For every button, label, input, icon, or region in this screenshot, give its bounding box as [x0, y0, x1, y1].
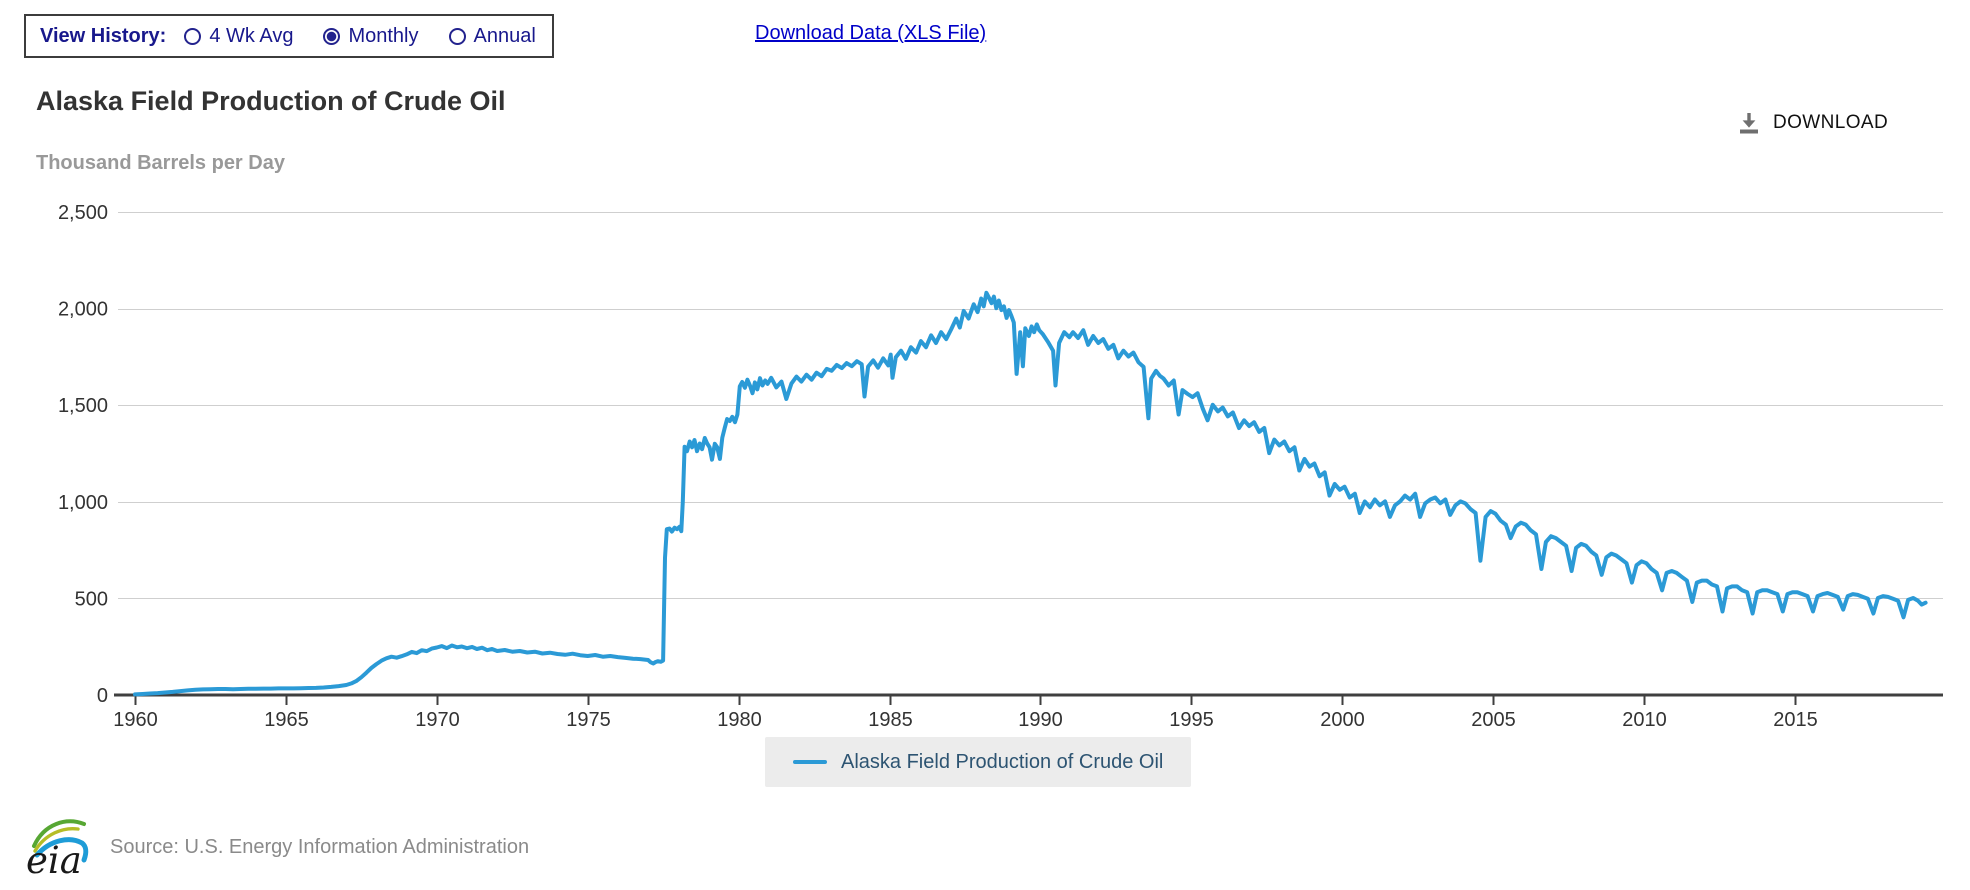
x-axis-label-1970: 1970 [415, 709, 460, 731]
x-axis-label-2000: 2000 [1320, 709, 1365, 731]
source-attribution: Source: U.S. Energy Information Administ… [110, 835, 530, 858]
x-axis-label-1960: 1960 [113, 709, 158, 731]
x-axis-label-1975: 1975 [566, 709, 611, 731]
x-axis-label-2010: 2010 [1622, 709, 1667, 731]
radio-annual[interactable] [448, 27, 466, 45]
radio-monthly[interactable] [323, 27, 341, 45]
eia-logo: eia [26, 819, 89, 878]
x-axis-label-2005: 2005 [1471, 709, 1516, 731]
y-axis-label-0: 0 [97, 685, 108, 707]
page-title: Alaska Field Production of Crude Oil [36, 86, 506, 116]
radio-4wk-avg-label: 4 Wk Avg [209, 24, 294, 47]
radio-annual-label: Annual [473, 24, 536, 47]
radio-option-4wk-avg[interactable]: 4 Wk Avg [184, 25, 293, 48]
radio-option-annual[interactable]: Annual [448, 24, 536, 48]
y-axis-label-1500: 1,500 [58, 395, 108, 417]
x-axis-label-1985: 1985 [868, 709, 913, 731]
download-data-xls-link[interactable]: Download Data (XLS File) [755, 22, 987, 44]
chart-legend[interactable]: Alaska Field Production of Crude Oil [765, 737, 1192, 787]
y-axis-label-2000: 2,000 [58, 299, 108, 321]
radio-monthly-label: Monthly [348, 24, 419, 47]
x-axis-label-1995: 1995 [1169, 709, 1214, 731]
eia-logo-text: eia [26, 839, 82, 878]
view-history-group: View History: 4 Wk Avg Monthly Annual [24, 14, 554, 58]
series-line-0-alaska-crude-production[interactable] [133, 290, 1928, 697]
y-axis-label-1000: 1,000 [58, 492, 108, 514]
x-axis-label-2015: 2015 [1773, 709, 1818, 731]
x-axis-label-1980: 1980 [717, 709, 762, 731]
download-icon [1740, 113, 1758, 134]
x-axis-label-1990: 1990 [1018, 709, 1063, 731]
chart-units-subtitle: Thousand Barrels per Day [36, 152, 285, 174]
radio-option-monthly[interactable]: Monthly [323, 24, 419, 48]
footer: eia Source: U.S. Energy Information Admi… [24, 816, 529, 878]
download-button[interactable]: DOWNLOAD [1736, 110, 1888, 136]
x-axis-label-1965: 1965 [264, 709, 309, 731]
y-axis-label-2500: 2,500 [58, 202, 108, 224]
y-axis-label-500: 500 [75, 588, 108, 610]
view-history-label: View History: [40, 24, 167, 47]
radio-4wk-avg[interactable] [184, 27, 202, 45]
download-button-label: DOWNLOAD [1773, 112, 1889, 133]
legend-line-swatch [793, 760, 827, 764]
legend-label: Alaska Field Production of Crude Oil [841, 750, 1164, 773]
